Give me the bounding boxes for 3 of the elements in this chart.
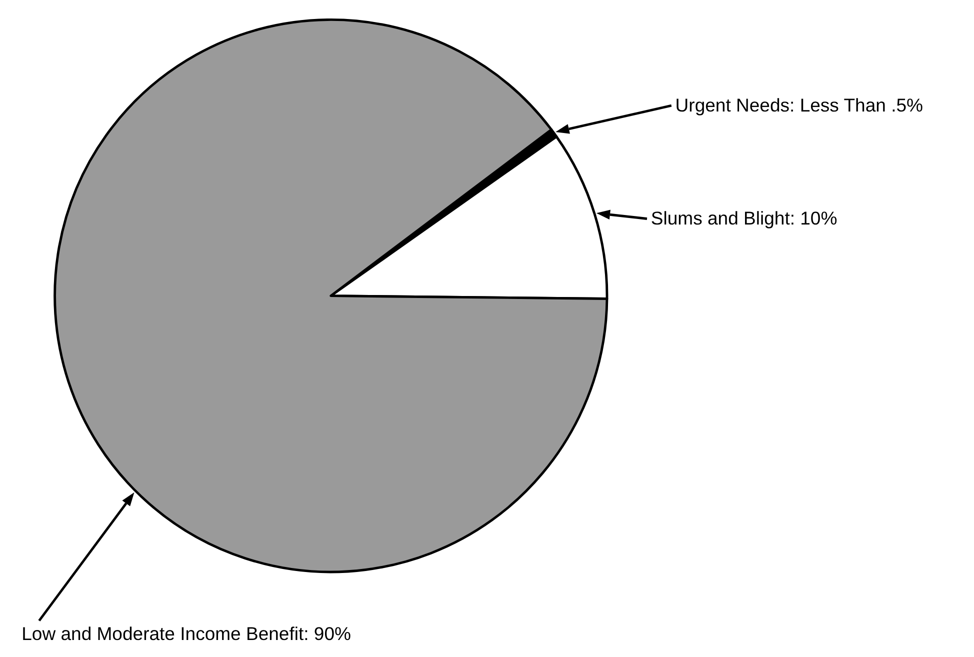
- slice-label: Low and Moderate Income Benefit: 90%: [22, 623, 351, 644]
- slice-label: Urgent Needs: Less Than .5%: [675, 94, 924, 116]
- legend-label: Slums and Blight: 10%: [650, 208, 838, 229]
